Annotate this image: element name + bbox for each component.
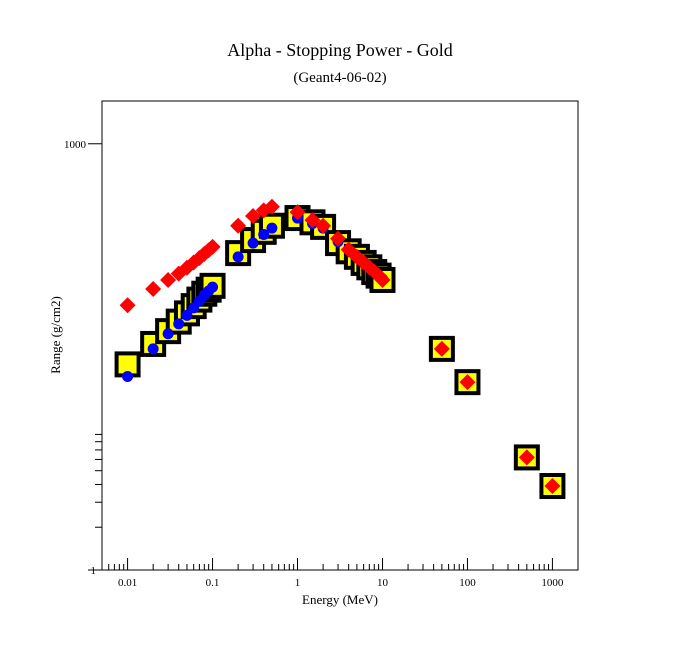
circle-point bbox=[173, 318, 185, 330]
axis-ticks: 0.01 0.1 1 10 100 1000 1 1000 bbox=[64, 139, 579, 589]
diamond-point bbox=[230, 217, 247, 234]
circle-point bbox=[162, 328, 174, 340]
y-tick-label: 1000 bbox=[64, 139, 87, 151]
diamond-point bbox=[433, 340, 450, 357]
diamond-point bbox=[185, 254, 202, 271]
circle-point bbox=[147, 343, 159, 355]
plot-frame bbox=[101, 100, 579, 571]
diamond-point bbox=[315, 217, 332, 234]
diamond-point bbox=[263, 198, 280, 215]
diamond-point bbox=[145, 281, 162, 298]
circle-point bbox=[181, 309, 193, 321]
diamond-point bbox=[119, 297, 136, 314]
diamond-point bbox=[160, 271, 177, 288]
diamond-point bbox=[518, 449, 535, 466]
circle-point bbox=[122, 371, 134, 383]
y-axis-label: Range (g/cm2) bbox=[48, 296, 63, 374]
diamond-point bbox=[330, 230, 347, 247]
x-axis-label: Energy (MeV) bbox=[302, 592, 378, 607]
chart-subtitle: (Geant4-06-02) bbox=[293, 70, 387, 86]
x-tick-label: 10 bbox=[377, 577, 389, 589]
diamond-point bbox=[289, 204, 306, 221]
x-tick-label: 1000 bbox=[541, 577, 564, 589]
circle-point bbox=[266, 222, 278, 234]
diamond-point bbox=[204, 238, 221, 255]
x-tick-label: 0.1 bbox=[206, 577, 220, 589]
y-tick-label: 1 bbox=[91, 565, 97, 577]
circle-point bbox=[247, 237, 259, 249]
x-tick-label: 1 bbox=[295, 577, 301, 589]
circle-point bbox=[258, 228, 270, 240]
diamond-point bbox=[544, 478, 561, 495]
circle-point bbox=[207, 281, 219, 293]
chart-title: Alpha - Stopping Power - Gold bbox=[227, 40, 453, 60]
diamond-point bbox=[374, 271, 391, 288]
diamond-point bbox=[304, 212, 321, 229]
circle-point bbox=[232, 251, 244, 263]
data-marks bbox=[114, 198, 566, 500]
x-tick-label: 0.01 bbox=[118, 577, 137, 589]
diamond-point bbox=[459, 374, 476, 391]
diamond-point bbox=[245, 208, 262, 225]
x-tick-label: 100 bbox=[459, 577, 476, 589]
